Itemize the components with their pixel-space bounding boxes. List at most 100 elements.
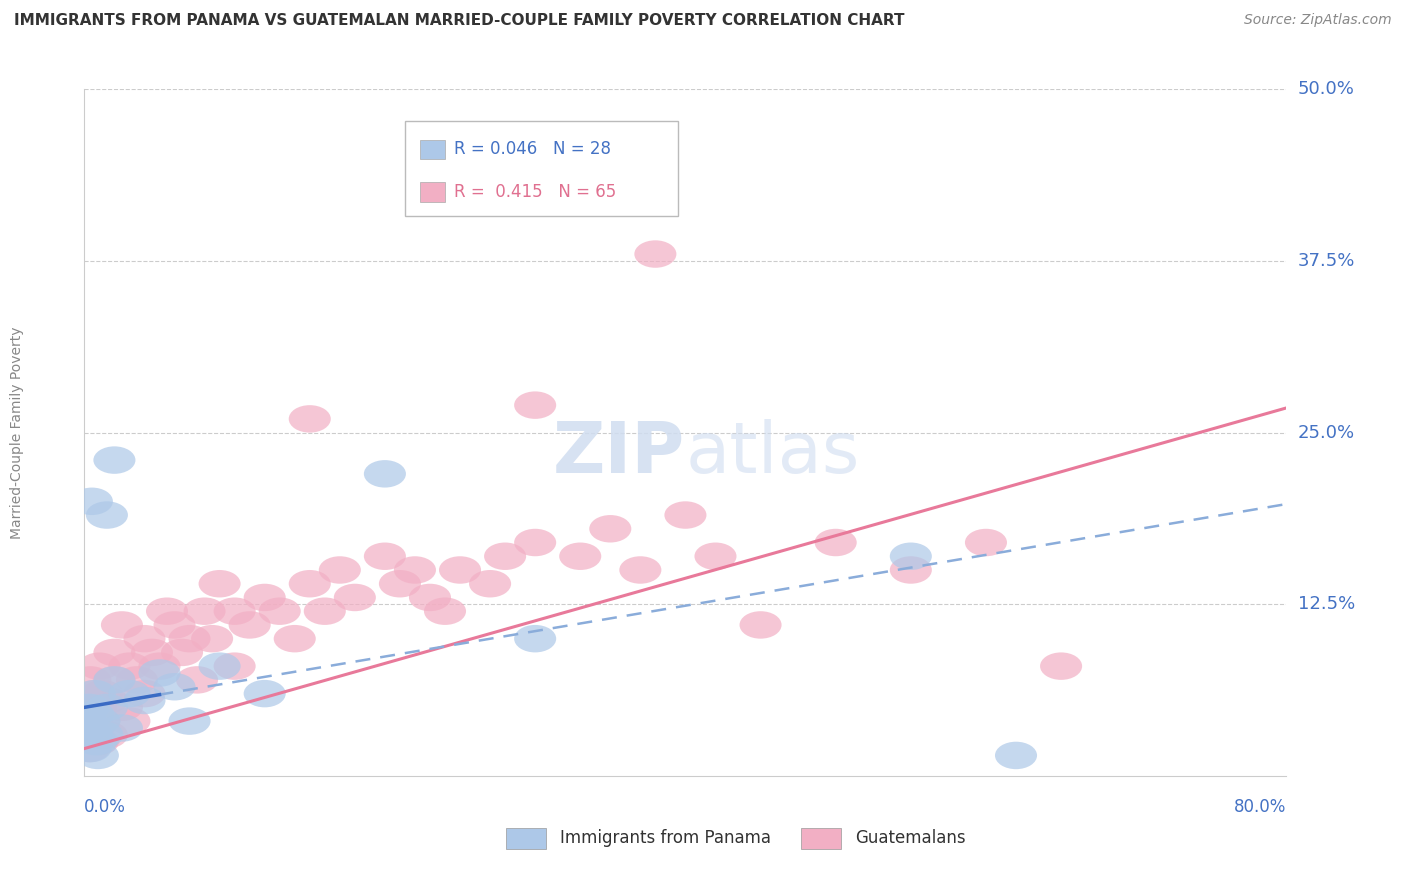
Text: 0.0%: 0.0% bbox=[84, 798, 127, 816]
Ellipse shape bbox=[86, 687, 128, 714]
Ellipse shape bbox=[589, 515, 631, 542]
Ellipse shape bbox=[288, 405, 330, 433]
Ellipse shape bbox=[70, 721, 112, 748]
Ellipse shape bbox=[259, 598, 301, 625]
Ellipse shape bbox=[101, 611, 143, 639]
Ellipse shape bbox=[409, 583, 451, 611]
Ellipse shape bbox=[101, 714, 143, 742]
Text: 37.5%: 37.5% bbox=[1298, 252, 1355, 270]
Ellipse shape bbox=[69, 735, 111, 763]
Ellipse shape bbox=[425, 598, 465, 625]
Ellipse shape bbox=[214, 652, 256, 680]
Ellipse shape bbox=[76, 728, 118, 756]
Text: Married-Couple Family Poverty: Married-Couple Family Poverty bbox=[10, 326, 24, 539]
Ellipse shape bbox=[65, 721, 107, 748]
Ellipse shape bbox=[108, 707, 150, 735]
Ellipse shape bbox=[814, 529, 856, 557]
Ellipse shape bbox=[115, 666, 157, 694]
Ellipse shape bbox=[304, 598, 346, 625]
Ellipse shape bbox=[169, 625, 211, 652]
Ellipse shape bbox=[229, 611, 271, 639]
Ellipse shape bbox=[439, 557, 481, 583]
Ellipse shape bbox=[364, 542, 406, 570]
Ellipse shape bbox=[484, 542, 526, 570]
Ellipse shape bbox=[169, 707, 211, 735]
Text: R = 0.046   N = 28: R = 0.046 N = 28 bbox=[454, 140, 612, 159]
Ellipse shape bbox=[70, 707, 112, 735]
Ellipse shape bbox=[243, 583, 285, 611]
Ellipse shape bbox=[890, 542, 932, 570]
Ellipse shape bbox=[75, 680, 115, 707]
Text: Immigrants from Panama: Immigrants from Panama bbox=[560, 830, 770, 847]
Ellipse shape bbox=[333, 583, 375, 611]
Ellipse shape bbox=[72, 714, 114, 742]
Ellipse shape bbox=[364, 460, 406, 488]
Ellipse shape bbox=[162, 639, 202, 666]
Ellipse shape bbox=[138, 659, 180, 687]
Ellipse shape bbox=[124, 625, 166, 652]
Ellipse shape bbox=[108, 652, 150, 680]
Ellipse shape bbox=[93, 666, 135, 694]
Ellipse shape bbox=[153, 611, 195, 639]
Ellipse shape bbox=[86, 721, 128, 748]
Ellipse shape bbox=[176, 666, 218, 694]
Ellipse shape bbox=[79, 707, 121, 735]
Text: IMMIGRANTS FROM PANAMA VS GUATEMALAN MARRIED-COUPLE FAMILY POVERTY CORRELATION C: IMMIGRANTS FROM PANAMA VS GUATEMALAN MAR… bbox=[14, 13, 904, 29]
Ellipse shape bbox=[146, 598, 188, 625]
Ellipse shape bbox=[214, 598, 256, 625]
Text: Source: ZipAtlas.com: Source: ZipAtlas.com bbox=[1244, 13, 1392, 28]
Ellipse shape bbox=[515, 625, 557, 652]
Ellipse shape bbox=[470, 570, 512, 598]
Ellipse shape bbox=[995, 742, 1038, 769]
Ellipse shape bbox=[77, 742, 120, 769]
Ellipse shape bbox=[634, 240, 676, 268]
Ellipse shape bbox=[93, 666, 135, 694]
Ellipse shape bbox=[76, 694, 118, 721]
Ellipse shape bbox=[138, 652, 180, 680]
Ellipse shape bbox=[153, 673, 195, 700]
Ellipse shape bbox=[890, 557, 932, 583]
Ellipse shape bbox=[619, 557, 661, 583]
Ellipse shape bbox=[665, 501, 706, 529]
Ellipse shape bbox=[79, 707, 121, 735]
Ellipse shape bbox=[560, 542, 602, 570]
Ellipse shape bbox=[198, 652, 240, 680]
Ellipse shape bbox=[77, 728, 120, 756]
Ellipse shape bbox=[101, 694, 143, 721]
Ellipse shape bbox=[79, 652, 121, 680]
Ellipse shape bbox=[274, 625, 316, 652]
Ellipse shape bbox=[86, 501, 128, 529]
Ellipse shape bbox=[243, 680, 285, 707]
Ellipse shape bbox=[86, 694, 128, 721]
Ellipse shape bbox=[378, 570, 420, 598]
Text: ZIP: ZIP bbox=[553, 418, 686, 488]
Ellipse shape bbox=[93, 446, 135, 474]
Ellipse shape bbox=[93, 639, 135, 666]
Text: 12.5%: 12.5% bbox=[1298, 595, 1355, 614]
Text: 25.0%: 25.0% bbox=[1298, 424, 1355, 442]
Ellipse shape bbox=[69, 666, 111, 694]
Ellipse shape bbox=[72, 700, 114, 728]
Ellipse shape bbox=[198, 570, 240, 598]
Ellipse shape bbox=[319, 557, 361, 583]
Ellipse shape bbox=[82, 721, 124, 748]
Ellipse shape bbox=[1040, 652, 1083, 680]
Ellipse shape bbox=[66, 694, 108, 721]
Text: 50.0%: 50.0% bbox=[1298, 80, 1354, 98]
Ellipse shape bbox=[695, 542, 737, 570]
Text: R =  0.415   N = 65: R = 0.415 N = 65 bbox=[454, 183, 616, 202]
Text: atlas: atlas bbox=[686, 418, 860, 488]
Ellipse shape bbox=[394, 557, 436, 583]
Ellipse shape bbox=[108, 680, 150, 707]
Ellipse shape bbox=[184, 598, 225, 625]
Ellipse shape bbox=[131, 639, 173, 666]
Ellipse shape bbox=[70, 488, 112, 515]
Ellipse shape bbox=[82, 680, 124, 707]
Ellipse shape bbox=[515, 529, 557, 557]
Ellipse shape bbox=[67, 694, 110, 721]
Ellipse shape bbox=[66, 714, 108, 742]
Ellipse shape bbox=[67, 735, 110, 763]
Text: 80.0%: 80.0% bbox=[1234, 798, 1286, 816]
Ellipse shape bbox=[740, 611, 782, 639]
Ellipse shape bbox=[191, 625, 233, 652]
